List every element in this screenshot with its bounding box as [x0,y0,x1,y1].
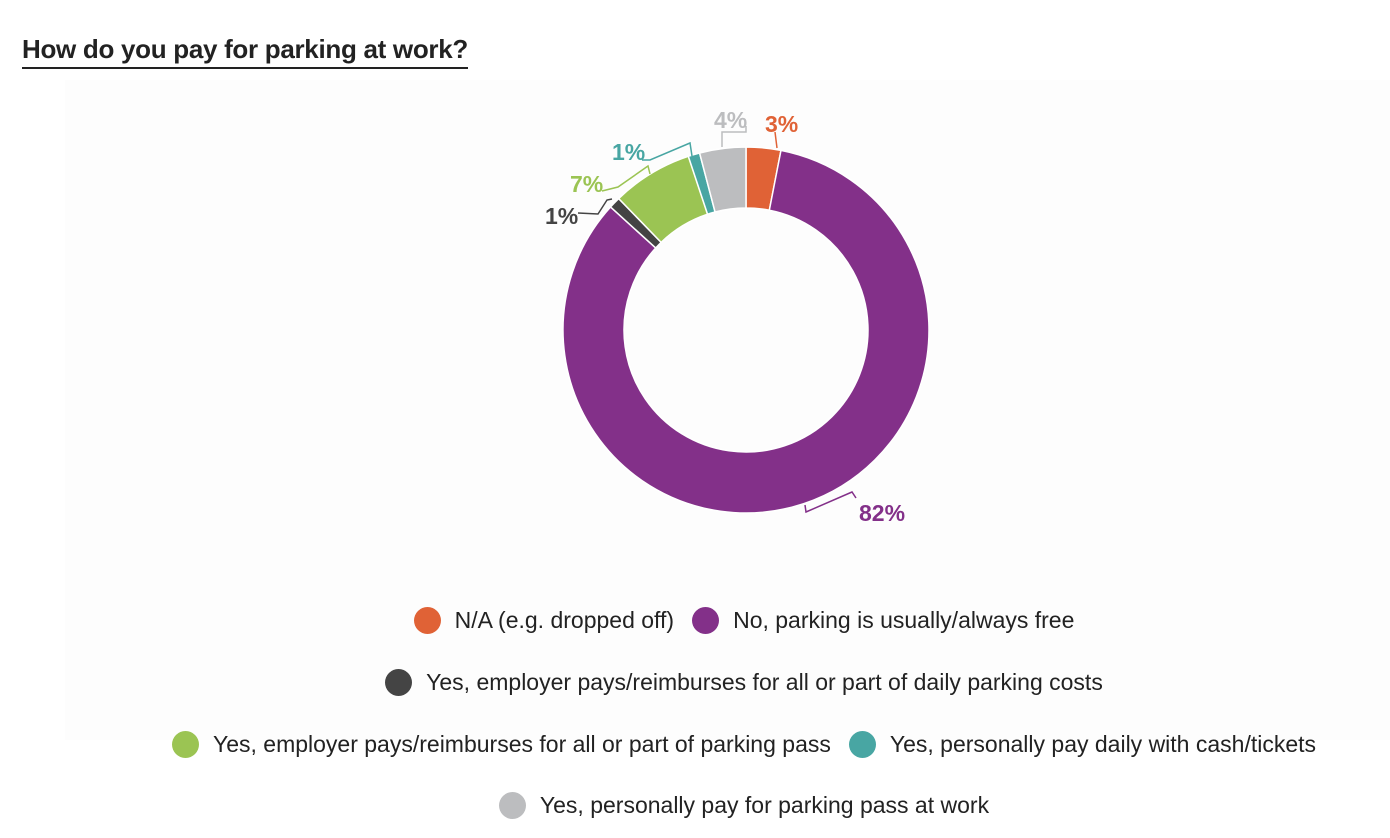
data-label: 1% [612,139,645,165]
legend-dot [692,607,720,634]
legend-label: No, parking is usually/always free [733,607,1075,633]
donut-chart: 3% 82% 1% 7% 1% 4% [545,107,930,526]
leader-line [774,131,778,149]
legend-row-2: Yes, employer pays/reimburses for all or… [0,669,1390,696]
legend-dot [171,731,199,758]
legend-label: Yes, employer pays/reimburses for all or… [212,731,831,757]
legend-row-1: N/A (e.g. dropped off) No, parking is us… [0,607,1390,634]
legend-dot [498,792,526,819]
leader-line [601,164,651,192]
data-label: 3% [765,111,798,137]
legend-item-personal-daily: Yes, personally pay daily with cash/tick… [848,731,1317,758]
legend-label: Yes, employer pays/reimburses for all or… [426,669,1103,695]
leader-line [804,491,857,514]
legend-item-employer-pass: Yes, employer pays/reimburses for all or… [171,731,831,758]
leader-line [577,198,613,215]
legend-item-personal-pass: Yes, personally pay for parking pass at … [498,792,990,819]
legend-dot [385,669,413,696]
data-label: 1% [545,203,578,229]
leader-line [721,126,747,147]
legend-label: N/A (e.g. dropped off) [454,607,675,633]
legend-item-na: N/A (e.g. dropped off) [413,607,675,634]
donut-slice [562,149,930,514]
data-label: 82% [859,500,905,526]
legend-item-employer-daily: Yes, employer pays/reimburses for all or… [385,669,1103,696]
legend-row-4: Yes, personally pay for parking pass at … [0,792,1390,819]
legend-label: Yes, personally pay for parking pass at … [539,792,990,818]
legend-label: Yes, personally pay daily with cash/tick… [889,731,1317,757]
legend-row-3: Yes, employer pays/reimburses for all or… [0,731,1390,758]
legend-dot [848,731,876,758]
donut-slice [698,146,747,213]
leader-line [642,141,693,161]
legend-item-free: No, parking is usually/always free [692,607,1074,634]
data-label: 7% [570,171,603,197]
legend-dot [413,607,441,634]
data-label: 4% [714,107,747,133]
chart-title: How do you pay for parking at work? [22,34,468,69]
